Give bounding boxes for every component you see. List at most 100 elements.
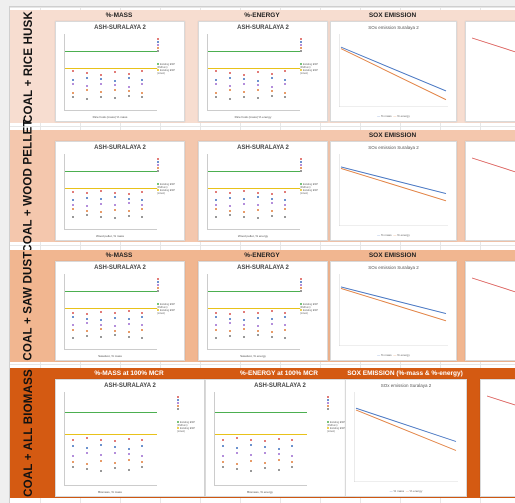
- data-point: [222, 439, 225, 442]
- sox-chart-card[interactable]: SOx emission Suralaya 2 — % mass — % ener…: [345, 379, 467, 497]
- data-point: [86, 192, 89, 195]
- series-line-energy: [340, 287, 447, 322]
- section-header: %-ENERGY at 100% MCR: [240, 370, 318, 377]
- sox-line-chart[interactable]: [339, 274, 448, 346]
- data-point: [86, 214, 89, 216]
- chart-title: ASH-SURALAYA 2: [237, 265, 289, 271]
- data-point: [99, 95, 102, 98]
- section-band: COAL + SAW DUST %-MASS %-ENERGY SOX EMISSIO…: [10, 250, 515, 362]
- legend: Existing ESP (Pelhum) Existing ESP (Linen…: [157, 38, 181, 75]
- data-point: [72, 91, 75, 94]
- data-point: [277, 469, 280, 472]
- data-point: [113, 208, 116, 211]
- scatter-plot-area[interactable]: [64, 392, 157, 486]
- data-point: [256, 191, 259, 194]
- legend-label: Existing ESP (Linen): [157, 189, 175, 195]
- data-point: [229, 317, 232, 320]
- section-label-text: COAL + RICE HUSK: [23, 10, 35, 123]
- data-point: [270, 202, 273, 204]
- scatter-plot-area[interactable]: [207, 34, 300, 111]
- data-point: [99, 470, 102, 473]
- data-point: [284, 91, 287, 94]
- section-header: SOX EMISSION: [368, 12, 417, 19]
- data-point: [284, 324, 287, 327]
- energy-chart-card[interactable]: ASH-SURALAYA 2 Existing ESP (Pelhum) Exist…: [205, 379, 355, 497]
- data-point: [72, 439, 75, 442]
- legend: Existing ESP (Pelhum) Existing ESP (Linen…: [300, 38, 324, 75]
- data-point: [256, 196, 259, 198]
- legend: Existing ESP (Pelhum) Existing ESP (Linen…: [157, 278, 181, 315]
- section-header: %-ENERGY: [244, 252, 280, 259]
- data-point: [127, 458, 130, 461]
- data-point: [242, 198, 245, 201]
- data-point: [270, 322, 273, 325]
- data-point: [270, 210, 273, 213]
- sox-chart-card[interactable]: SOx emission Suralaya 2 — % mass — % ener…: [330, 141, 457, 241]
- mass-chart-card[interactable]: ASH-SURALAYA 2 Existing ESP (Pelhum) Exist…: [55, 141, 185, 241]
- scatter-plot-area[interactable]: [207, 154, 300, 230]
- data-point: [127, 335, 130, 338]
- data-point: [99, 91, 102, 93]
- energy-chart-card[interactable]: ASH-SURALAYA 2 Existing ESP (Pelhum) Exist…: [198, 141, 328, 241]
- energy-chart-card[interactable]: ASH-SURALAYA 2 Existing ESP (Pelhum) Exist…: [198, 21, 328, 122]
- data-point: [99, 323, 102, 326]
- scatter-plot-area[interactable]: [207, 274, 300, 350]
- column-header-bar[interactable]: [0, 0, 515, 7]
- data-point: [242, 95, 245, 98]
- legend-label: % mass: [393, 489, 405, 493]
- data-point: [215, 190, 218, 193]
- clipped-chart-card[interactable]: [465, 141, 515, 241]
- chart-title: ASH-SURALAYA 2: [94, 25, 146, 31]
- data-point: [99, 82, 102, 85]
- scatter-plot-area[interactable]: [214, 392, 307, 486]
- legend-label: Existing ESP (Linen): [177, 427, 195, 433]
- mass-chart-card[interactable]: ASH-SURALAYA 2 Existing ESP (Pelhum) Exist…: [55, 261, 185, 361]
- legend-label: Existing ESP (Linen): [327, 427, 345, 433]
- data-point: [270, 72, 273, 75]
- sox-chart-card[interactable]: SOx emission Suralaya 2 — % mass — % ener…: [330, 21, 457, 122]
- data-point: [113, 440, 116, 443]
- data-point: [86, 446, 89, 449]
- series-line-energy: [340, 167, 447, 202]
- x-axis-label: Rice husk (mass) % energy: [234, 115, 272, 119]
- data-point: [242, 78, 245, 81]
- data-point: [256, 208, 259, 211]
- clipped-chart-card[interactable]: [465, 261, 515, 361]
- data-point: [256, 204, 259, 207]
- mass-chart-card[interactable]: ASH-SURALAYA 2 Existing ESP (Pelhum) Exist…: [55, 379, 205, 497]
- data-point: [229, 330, 232, 333]
- threshold-line: [208, 290, 300, 292]
- sox-line-chart[interactable]: [339, 154, 448, 226]
- mass-chart-card[interactable]: ASH-SURALAYA 2 Existing ESP (Pelhum) Exist…: [55, 21, 185, 122]
- data-point: [284, 199, 287, 201]
- sox-chart-card[interactable]: SOx emission Suralaya 2 — % mass — % ener…: [330, 261, 457, 361]
- clipped-chart-card[interactable]: [480, 379, 515, 497]
- clipped-chart-card[interactable]: [465, 21, 515, 122]
- data-point: [229, 214, 232, 216]
- data-point: [236, 452, 239, 455]
- data-point: [72, 337, 75, 339]
- data-point: [256, 312, 259, 315]
- legend: Existing ESP (Pelhum) Existing ESP (Linen…: [300, 158, 324, 195]
- data-point: [291, 455, 294, 458]
- data-point: [284, 96, 287, 99]
- scatter-plot-area[interactable]: [64, 34, 157, 111]
- data-point: [141, 328, 144, 331]
- threshold-line: [65, 187, 157, 189]
- data-point: [256, 329, 259, 332]
- data-point: [229, 196, 232, 199]
- data-point: [141, 91, 144, 94]
- data-point: [270, 331, 273, 333]
- scatter-plot-area[interactable]: [64, 154, 157, 230]
- data-point: [141, 337, 144, 339]
- data-point: [215, 337, 218, 339]
- chart-title: ASH-SURALAYA 2: [94, 265, 146, 271]
- energy-chart-card[interactable]: ASH-SURALAYA 2 Existing ESP (Pelhum) Exist…: [198, 261, 328, 361]
- data-point: [277, 458, 280, 461]
- data-point: [215, 199, 218, 201]
- scatter-plot-area[interactable]: [64, 274, 157, 350]
- sox-line-chart[interactable]: [354, 392, 458, 482]
- row-header-bar[interactable]: [0, 6, 10, 503]
- data-point: [99, 336, 102, 339]
- sox-line-chart[interactable]: [339, 34, 448, 107]
